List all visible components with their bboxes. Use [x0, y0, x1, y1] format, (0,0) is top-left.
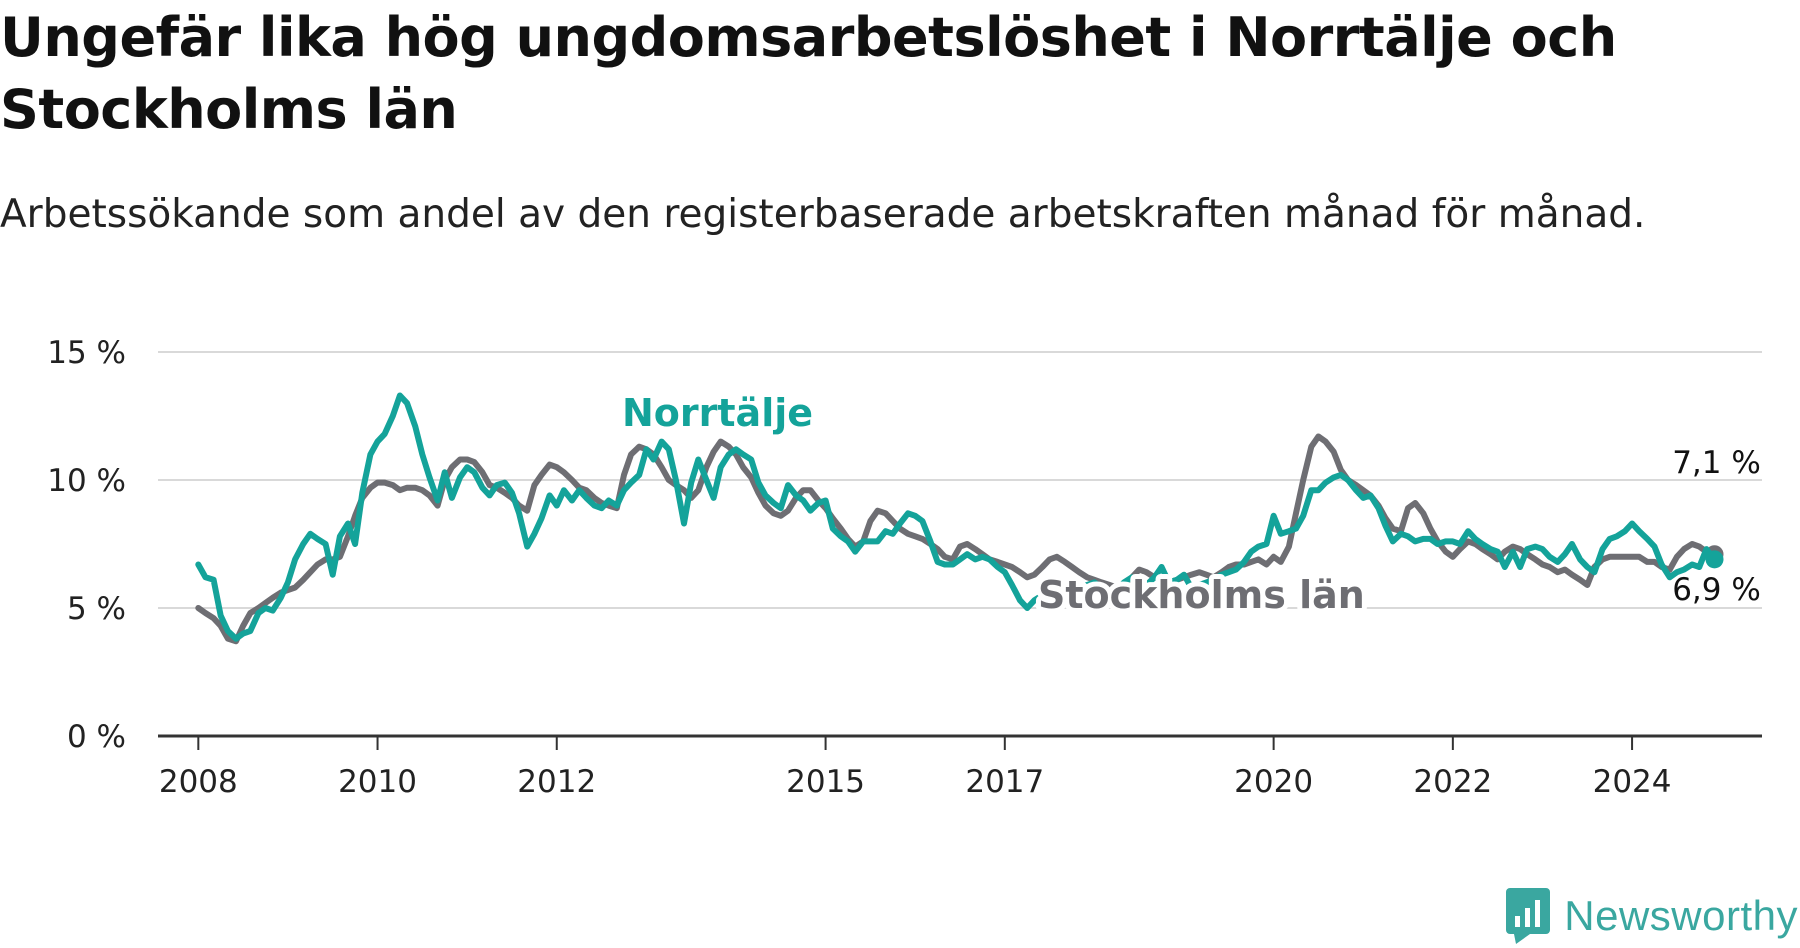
chart-subtitle: Arbetssökande som andel av den registerb…: [0, 192, 1646, 237]
x-tick-label: 2008: [159, 764, 238, 800]
newsworthy-brand: Newsworthy: [1504, 884, 1798, 948]
series-label-stockholms-lan: Stockholms län: [1038, 573, 1365, 617]
series-label-norrtalje: Norrtälje: [622, 391, 813, 435]
gridlines: [158, 351, 1762, 609]
x-tick-label: 2015: [786, 764, 865, 800]
series-line-stockholms-lan: [195, 433, 1718, 645]
series-end-point-norrtalje: [1705, 550, 1724, 569]
y-tick-label: 5 %: [67, 591, 126, 627]
chart-title: Ungefär lika hög ungdomsarbetslöshet i N…: [0, 6, 1617, 141]
series-label-norrtalje-halo: Norrtälje: [622, 391, 813, 435]
end-value-label-norrtalje: 6,9 %: [1672, 572, 1761, 608]
x-tick-label: 2010: [338, 764, 417, 800]
series-lines: [195, 392, 1724, 645]
x-tick-label: 2017: [965, 764, 1044, 800]
series-label-stockholms-lan-halo: Stockholms län: [1038, 573, 1365, 617]
x-tick-label: 2020: [1234, 764, 1313, 800]
y-tick-label: 10 %: [47, 463, 126, 499]
end-value-label-stockholms-lan: 7,1 %: [1672, 445, 1761, 481]
x-tick-label: 2024: [1593, 764, 1672, 800]
x-tick-label: 2012: [517, 764, 596, 800]
y-tick-label: 15 %: [47, 335, 126, 371]
y-axis: 0 % 5 % 10 % 15 %: [47, 335, 126, 755]
newsworthy-logo-icon: [1506, 888, 1551, 944]
y-tick-label: 0 %: [67, 719, 126, 755]
x-axis: 2008 2010 2012 2015 2017 2020 2022 2024: [158, 734, 1762, 800]
series-line-norrtalje: [195, 392, 1718, 642]
line-chart: 0 %5 %10 %15 % 2008 2010 2012 2015 2017 2020 2…: [47, 335, 1762, 800]
brand-name: Newsworthy: [1564, 892, 1798, 939]
x-tick-label: 2022: [1413, 764, 1492, 800]
